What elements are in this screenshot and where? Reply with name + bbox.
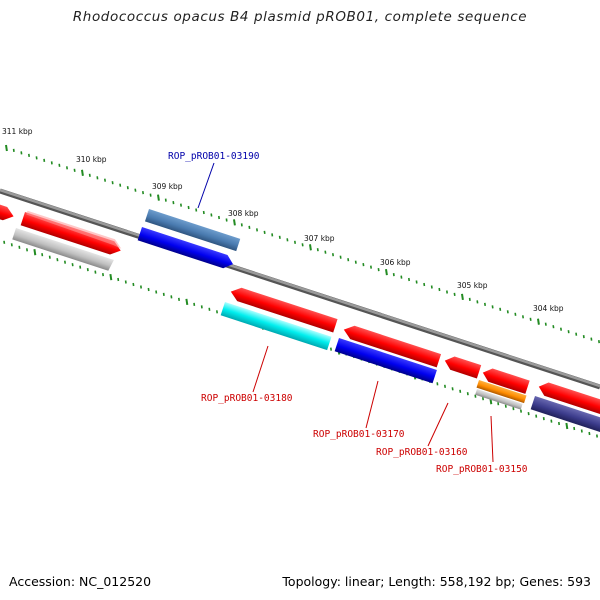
- callout-line-03190: [197, 162, 215, 209]
- gene-03150[interactable]: [481, 366, 530, 394]
- major-tick: [185, 298, 189, 306]
- scale-label-304: 304 kbp: [533, 304, 564, 313]
- sequence-backbone: [0, 188, 600, 390]
- cds-03190[interactable]: [137, 227, 236, 271]
- major-tick: [157, 194, 160, 201]
- cds-03180[interactable]: [220, 302, 332, 351]
- cds-left[interactable]: [12, 228, 114, 271]
- major-tick: [461, 293, 464, 301]
- accession-text: Accession: NC_012520: [9, 574, 152, 589]
- features: [0, 202, 600, 435]
- scale-label-307: 307 kbp: [304, 234, 335, 243]
- gene-label-03190[interactable]: ROP_pROB01-03190: [168, 151, 260, 162]
- gene-03170[interactable]: [342, 323, 442, 368]
- topology-summary: Topology: linear; Length: 558,192 bp; Ge…: [282, 574, 591, 589]
- map-title: Rhodococcus opacus B4 plasmid pROB01, co…: [72, 9, 528, 25]
- cds-right[interactable]: [530, 396, 600, 435]
- gene-03180[interactable]: [229, 285, 338, 333]
- gene-label-03170[interactable]: ROP_pROB01-03170: [313, 429, 405, 440]
- scale-label-311: 311 kbp: [2, 127, 33, 136]
- callout-line-03180: [252, 345, 269, 393]
- major-tick: [33, 249, 37, 256]
- cds-03170[interactable]: [334, 338, 437, 384]
- gene-03190[interactable]: [144, 209, 241, 252]
- scale-label-310: 310 kbp: [76, 155, 107, 164]
- scale-label-309: 309 kbp: [152, 182, 183, 191]
- major-tick: [233, 219, 236, 226]
- gene-label-03150[interactable]: ROP_pROB01-03150: [436, 464, 528, 475]
- scale-label-306: 306 kbp: [380, 258, 411, 267]
- major-tick: [537, 318, 540, 325]
- major-tick: [565, 422, 569, 430]
- major-tick: [5, 144, 8, 152]
- major-tick: [385, 268, 388, 276]
- scale-label-305: 305 kbp: [457, 281, 488, 290]
- major-tick: [309, 244, 312, 251]
- gene-left[interactable]: [20, 210, 124, 257]
- gene-label-03180[interactable]: ROP_pROB01-03180: [201, 393, 293, 404]
- scale-labels: 311 kbp 310 kbp 309 kbp 308 kbp 307 kbp …: [2, 127, 564, 313]
- scale-label-308: 308 kbp: [228, 209, 259, 218]
- upper-scale-track: [5, 144, 600, 344]
- cds-03150-b[interactable]: [475, 389, 523, 410]
- callout-line-03170: [365, 380, 379, 429]
- gene-label-03160[interactable]: ROP_pROB01-03160: [376, 447, 468, 458]
- callout-line-03160: [427, 402, 449, 447]
- callout-line-03150: [490, 415, 494, 463]
- gene-right[interactable]: [537, 380, 600, 419]
- gene-03160[interactable]: [443, 354, 482, 379]
- gene-far-left[interactable]: [0, 202, 16, 223]
- cds-03150[interactable]: [476, 380, 527, 404]
- gene-callouts: ROP_pROB01-03190 ROP_pROB01-03180 ROP_pR…: [168, 151, 528, 475]
- major-tick: [81, 169, 84, 176]
- major-tick: [109, 273, 113, 281]
